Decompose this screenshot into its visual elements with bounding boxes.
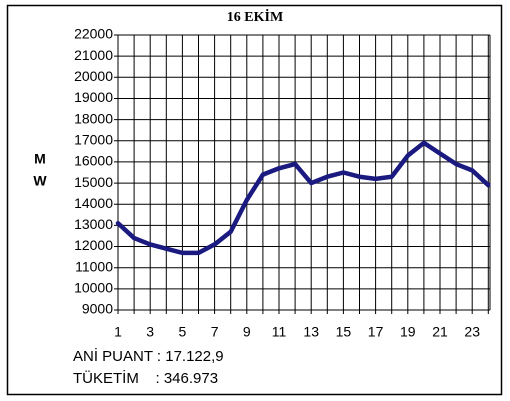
x-tick-label: 21: [432, 324, 448, 340]
x-tick-label: 15: [336, 324, 352, 340]
x-tick-label: 17: [368, 324, 384, 340]
y-tick-label: 11000: [75, 258, 113, 274]
y-axis-label: M: [34, 151, 46, 167]
y-tick-label: 16000: [74, 153, 113, 169]
y-tick-label: 14000: [74, 195, 113, 211]
x-tick-label: 5: [179, 324, 187, 340]
chart-title: 16 EKİM: [227, 8, 283, 25]
y-axis-label: W: [33, 173, 47, 189]
y-tick-label: 13000: [74, 216, 113, 232]
y-tick-label: 22000: [74, 26, 113, 42]
frame: [6, 4, 503, 396]
y-tick-label: 17000: [74, 131, 113, 147]
x-tick-label: 13: [303, 324, 319, 340]
x-tick-label: 9: [243, 324, 251, 340]
y-tick-label: 18000: [74, 110, 113, 126]
x-tick-label: 23: [464, 324, 480, 340]
x-tick-label: 3: [146, 324, 154, 340]
y-tick-label: 15000: [74, 174, 113, 190]
y-tick-label: 12000: [74, 237, 113, 253]
y-tick-label: 19000: [74, 89, 113, 105]
x-tick-label: 1: [114, 324, 122, 340]
x-tick-label: 11: [272, 324, 287, 340]
y-tick-label: 21000: [74, 47, 113, 63]
x-tick-label: 19: [400, 324, 416, 340]
y-tick-label: 10000: [74, 280, 113, 296]
annotation: ANİ PUANT : 17.122,9: [73, 347, 224, 365]
y-tick-label: 9000: [82, 301, 113, 317]
x-tick-label: 7: [211, 324, 219, 340]
data-line: [115, 140, 491, 256]
y-tick-label: 20000: [74, 68, 113, 84]
annotation: TÜKETİM : 346.973: [73, 369, 218, 387]
